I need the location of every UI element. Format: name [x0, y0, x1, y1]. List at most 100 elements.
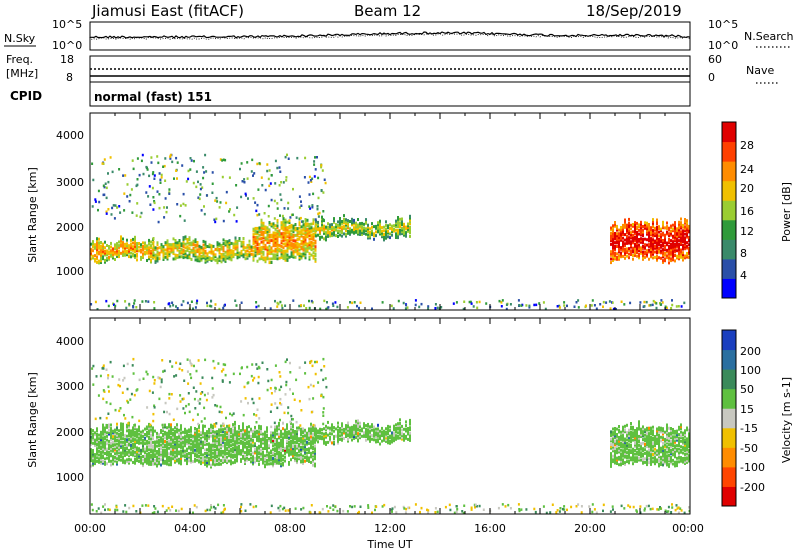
echo-cell [397, 225, 399, 229]
echo-cell [174, 449, 176, 453]
echo-cell [308, 241, 311, 245]
echo-cell [349, 431, 351, 435]
echo-cell [179, 214, 182, 218]
echo-cell [242, 237, 245, 240]
echo-cell [666, 456, 668, 460]
echo-cell [160, 458, 162, 462]
echo-cell [160, 429, 162, 432]
echo-cell [385, 436, 387, 440]
echo-cell [636, 225, 638, 229]
echo-cell [314, 462, 316, 466]
echo-cell [359, 434, 361, 438]
echo-cell [618, 257, 620, 261]
echo-cell [270, 248, 273, 252]
echo-cell [371, 222, 373, 226]
echo-cell [120, 239, 122, 243]
echo-cell [688, 237, 690, 241]
echo-cell [154, 253, 157, 257]
echo-cell [290, 234, 293, 238]
echo-cell [246, 458, 248, 462]
echo-cell [238, 441, 240, 445]
echo-cell [278, 460, 280, 463]
echo-cell [196, 255, 199, 259]
echo-cell [634, 226, 636, 230]
echo-cell [216, 437, 218, 441]
echo-cell [658, 451, 660, 455]
echo-cell [682, 225, 684, 229]
echo-cell [118, 245, 120, 249]
echo-cell [315, 221, 317, 225]
echo-cell [266, 250, 269, 253]
echo-cell [638, 458, 640, 462]
echo-cell [224, 243, 227, 247]
echo-cell [235, 304, 238, 307]
echo-cell [660, 448, 662, 452]
echo-cell [274, 224, 277, 228]
echo-cell [622, 425, 624, 429]
echo-cell [650, 229, 652, 233]
echo-cell [268, 169, 271, 172]
echo-cell [120, 431, 122, 435]
echo-cell [132, 252, 134, 256]
echo-cell [278, 461, 280, 465]
echo-cell [310, 226, 313, 230]
echo-cell [228, 176, 231, 179]
echo-cell [190, 300, 193, 303]
echo-cell [276, 253, 279, 257]
echo-cell [389, 236, 391, 240]
echo-cell [242, 425, 244, 429]
echo-cell [142, 172, 145, 176]
echo-cell [680, 233, 682, 237]
echo-cell [236, 239, 239, 243]
echo-cell [300, 204, 303, 207]
echo-cell [656, 220, 658, 224]
echo-cell [274, 236, 277, 240]
echo-cell [314, 156, 316, 159]
echo-cell [128, 425, 130, 429]
echo-cell [286, 231, 289, 235]
echo-cell [337, 428, 339, 432]
echo-cell [262, 232, 265, 236]
echo-cell [304, 450, 306, 454]
echo-cell [170, 455, 172, 459]
nave-label: Nave [746, 64, 774, 77]
echo-cell [272, 233, 275, 237]
echo-cell [624, 450, 626, 454]
echo-cell [298, 442, 300, 446]
echo-cell [288, 437, 290, 441]
echo-cell [246, 436, 248, 440]
echo-cell [148, 246, 150, 250]
echo-cell [387, 231, 389, 235]
echo-cell [363, 226, 365, 230]
echo-cell [276, 432, 278, 436]
echo-cell [254, 447, 256, 451]
echo-cell [90, 431, 92, 435]
echo-cell [122, 430, 124, 433]
echo-cell [266, 248, 269, 252]
echo-cell [216, 244, 219, 248]
echo-cell [365, 218, 367, 222]
echo-cell [636, 452, 638, 456]
echo-cell [266, 428, 268, 432]
echo-cell [228, 240, 231, 244]
echo-cell [397, 424, 399, 427]
echo-cell [622, 442, 624, 445]
echo-cell [242, 444, 244, 448]
echo-cell [100, 450, 102, 454]
echo-cell [146, 259, 148, 262]
echo-cell [628, 256, 630, 260]
echo-cell [204, 244, 207, 248]
echo-cell [292, 423, 294, 427]
echo-cell [676, 227, 678, 231]
echo-cell [126, 460, 128, 464]
echo-cell [403, 222, 405, 226]
echo-cell [212, 441, 214, 444]
echo-cell [628, 432, 630, 436]
echo-cell [98, 460, 100, 464]
echo-cell [634, 443, 636, 447]
echo-cell [197, 180, 199, 184]
echo-cell [254, 250, 257, 254]
echo-cell [174, 429, 176, 433]
echo-cell [178, 450, 180, 454]
echo-cell [266, 440, 268, 444]
